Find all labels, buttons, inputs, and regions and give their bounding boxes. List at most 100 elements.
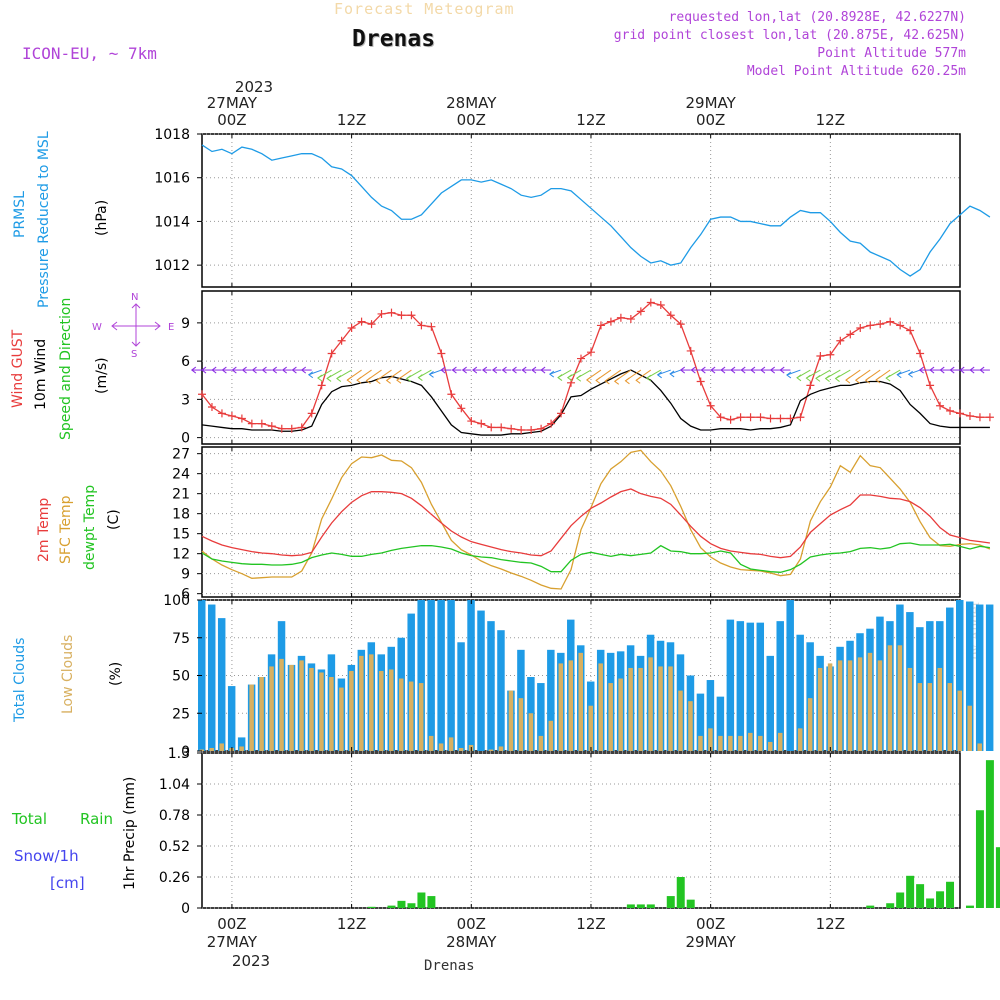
wind-arrow-head — [531, 366, 537, 374]
low-cloud-bar — [927, 683, 933, 751]
wind-arrow-head — [451, 366, 457, 374]
top-time-label: 00Z — [696, 111, 725, 129]
gust-marker — [896, 321, 905, 330]
gust-marker — [537, 424, 546, 433]
wind-direction-arrow — [669, 369, 681, 375]
low-cloud-bar — [947, 683, 953, 751]
low-cloud-bar — [389, 669, 394, 751]
wind-arrow-head — [815, 374, 821, 382]
low-cloud-bar — [758, 735, 763, 751]
total-cloud-bar — [497, 630, 505, 751]
low-cloud-bar — [548, 720, 554, 751]
gust-marker — [926, 381, 935, 390]
precip-bar — [896, 892, 905, 908]
pressure-y-tick-label: 1018 — [154, 127, 190, 143]
wind-arrow-head — [346, 376, 352, 384]
gust-marker — [776, 414, 785, 423]
total-cloud-bar — [726, 619, 735, 751]
wind-direction-arrow — [549, 369, 562, 375]
wind-arrow-head — [604, 377, 610, 385]
gust-marker — [307, 409, 316, 418]
low-cloud-bar — [658, 666, 663, 751]
low-cloud-bar — [688, 701, 693, 751]
precip-bar — [407, 903, 416, 908]
top-time-label: 12Z — [337, 111, 366, 129]
precip-bar — [387, 905, 396, 908]
gust-marker — [816, 352, 825, 361]
clouds-unit: (%) — [108, 662, 124, 686]
total-cloud-bar — [477, 610, 485, 751]
wind-arrow-head — [365, 377, 371, 384]
low-cloud-bar — [768, 741, 773, 751]
gust-marker — [527, 425, 536, 434]
wind-arrow-head — [540, 366, 546, 374]
low-cloud-bar — [488, 749, 494, 751]
top-time-label: 28MAY — [446, 94, 497, 112]
precip-unit: 1hr Precip (mm) — [122, 777, 138, 890]
clouds-y-tick-label: 25 — [172, 706, 190, 722]
precip-bar — [926, 898, 935, 908]
gust-marker — [606, 317, 615, 326]
wind-arrow-head — [959, 366, 965, 374]
low-cloud-bar — [937, 667, 943, 751]
wind-arrow-head — [690, 366, 696, 374]
gust-marker — [447, 390, 456, 399]
precip-bar — [916, 884, 925, 908]
wind-y-tick-label: 0 — [181, 431, 190, 447]
total-cloud-bar — [975, 604, 984, 751]
total-cloud-bar — [796, 634, 804, 751]
dewpt-temp-line — [201, 542, 991, 573]
wind-arrow-head — [566, 374, 573, 382]
pressure-label-prmsl: PRMSL — [12, 191, 28, 238]
gust-marker — [507, 424, 516, 433]
precip-bar — [906, 875, 915, 908]
total-cloud-bar — [746, 622, 755, 751]
gust-marker — [227, 411, 236, 420]
low-cloud-bar — [887, 645, 893, 751]
precip-bar — [975, 810, 984, 908]
gust-marker — [846, 330, 855, 339]
gust-marker — [686, 346, 695, 355]
compass-arrows-icon — [111, 303, 161, 347]
wind-arrow-head — [645, 374, 652, 382]
wind-arrow-head — [805, 374, 811, 382]
low-cloud-bar — [628, 667, 633, 751]
wind-arrow-head — [679, 366, 686, 374]
precip-snow-unit: [cm] — [50, 874, 85, 892]
wind-arrow-head — [521, 366, 527, 374]
pressure-unit: (hPa) — [94, 200, 110, 236]
precip-bar — [626, 904, 635, 908]
precip-bar — [936, 891, 945, 908]
pressure-label-desc: Pressure Reduced to MSL — [36, 131, 52, 308]
low-cloud-bar — [259, 677, 264, 751]
low-cloud-bar — [448, 737, 454, 751]
low-cloud-bar — [418, 683, 424, 751]
gust-marker — [906, 326, 915, 335]
precipitation-y-tick-label: 0.26 — [159, 870, 190, 886]
wind-arrow-head — [481, 366, 488, 374]
wind-y-tick-label: 3 — [181, 392, 190, 408]
total-cloud-bar — [756, 622, 765, 751]
pressure-y-tick-label: 1014 — [154, 214, 190, 230]
low-cloud-bar — [738, 735, 743, 751]
low-cloud-bar — [289, 664, 294, 751]
wind-arrow-head — [907, 370, 913, 378]
bottom-time-label: 00Z — [217, 915, 246, 933]
wind-arrow-head — [769, 366, 776, 374]
gust-marker — [198, 390, 206, 399]
precipitation-y-tick-label: 0 — [181, 901, 190, 917]
top-time-label: 29MAY — [686, 94, 737, 112]
station-name: Drenas — [352, 26, 436, 52]
total-cloud-bar — [965, 601, 974, 751]
gust-marker — [636, 307, 645, 316]
low-cloud-bar — [897, 645, 903, 751]
low-cloud-bar — [568, 660, 574, 751]
bottom-time-label: 27MAY — [207, 933, 258, 951]
precip-bar — [886, 903, 895, 908]
low-cloud-bar — [558, 663, 564, 751]
wind-arrow-head — [949, 366, 955, 374]
wind-arrow-head — [307, 371, 314, 379]
bottom-time-label: 00Z — [696, 915, 725, 933]
low-cloud-bar — [817, 667, 823, 751]
